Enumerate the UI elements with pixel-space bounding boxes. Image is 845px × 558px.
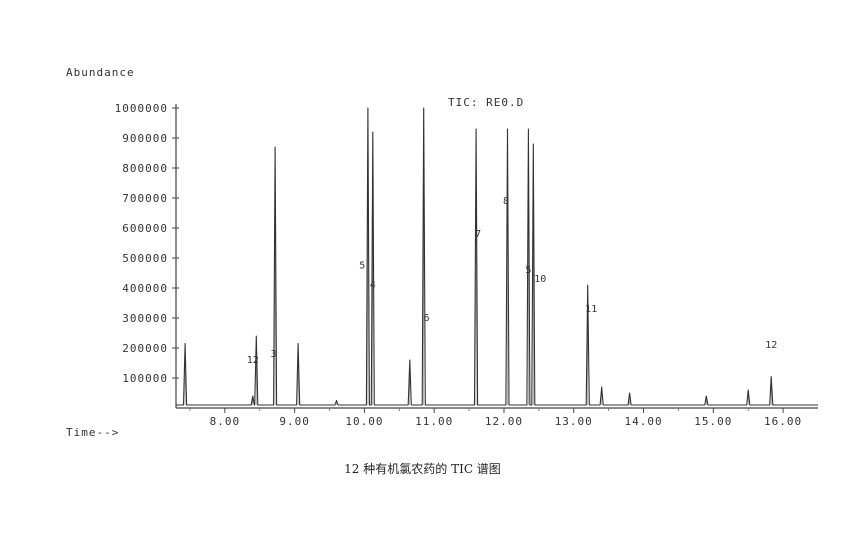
peak-label: 8 bbox=[503, 196, 509, 207]
y-tick-label: 700000 bbox=[122, 192, 168, 205]
x-axis-label: Time--> bbox=[66, 426, 120, 439]
peak-label: 5 bbox=[359, 261, 365, 272]
y-tick-label: 400000 bbox=[122, 282, 168, 295]
peak-label: 10 bbox=[534, 274, 546, 285]
x-tick-label: 10.00 bbox=[345, 415, 383, 428]
chart-title: TIC: RE0.D bbox=[448, 96, 525, 109]
y-tick-label: 300000 bbox=[122, 312, 168, 325]
y-axis-label: Abundance bbox=[66, 66, 135, 79]
axes: 100000 200000 300000 400000 500000 600000 7000… bbox=[115, 102, 818, 428]
y-tick-label: 200000 bbox=[122, 342, 168, 355]
tic-trace-line bbox=[176, 107, 818, 406]
peak-label: 6 bbox=[424, 313, 430, 324]
y-tick-label: 800000 bbox=[122, 162, 168, 175]
y-tick-label: 600000 bbox=[122, 222, 168, 235]
peak-label: 7 bbox=[475, 229, 481, 240]
y-tick-label: 1000000 bbox=[115, 102, 168, 115]
peak-label: 5 bbox=[525, 265, 531, 276]
x-tick-label: 15.00 bbox=[694, 415, 732, 428]
x-tick-label: 14.00 bbox=[624, 415, 662, 428]
peak-label: 4 bbox=[370, 280, 376, 291]
x-tick-label: 9.00 bbox=[279, 415, 310, 428]
figure-caption: 12 种有机氯农药的 TIC 谱图 bbox=[344, 462, 501, 476]
peak-label: 12 bbox=[765, 340, 777, 351]
x-tick-label: 8.00 bbox=[210, 415, 241, 428]
x-tick-label: 16.00 bbox=[764, 415, 802, 428]
peak-label: 11 bbox=[585, 304, 597, 315]
y-tick-label: 100000 bbox=[122, 372, 168, 385]
peak-label: 12 bbox=[247, 355, 259, 366]
peak-label: 3 bbox=[271, 349, 277, 360]
x-tick-label: 11.00 bbox=[415, 415, 453, 428]
tic-trace bbox=[176, 107, 818, 406]
y-tick-label: 500000 bbox=[122, 252, 168, 265]
y-tick-label: 900000 bbox=[122, 132, 168, 145]
x-tick-label: 13.00 bbox=[555, 415, 593, 428]
x-tick-label: 12.00 bbox=[485, 415, 523, 428]
